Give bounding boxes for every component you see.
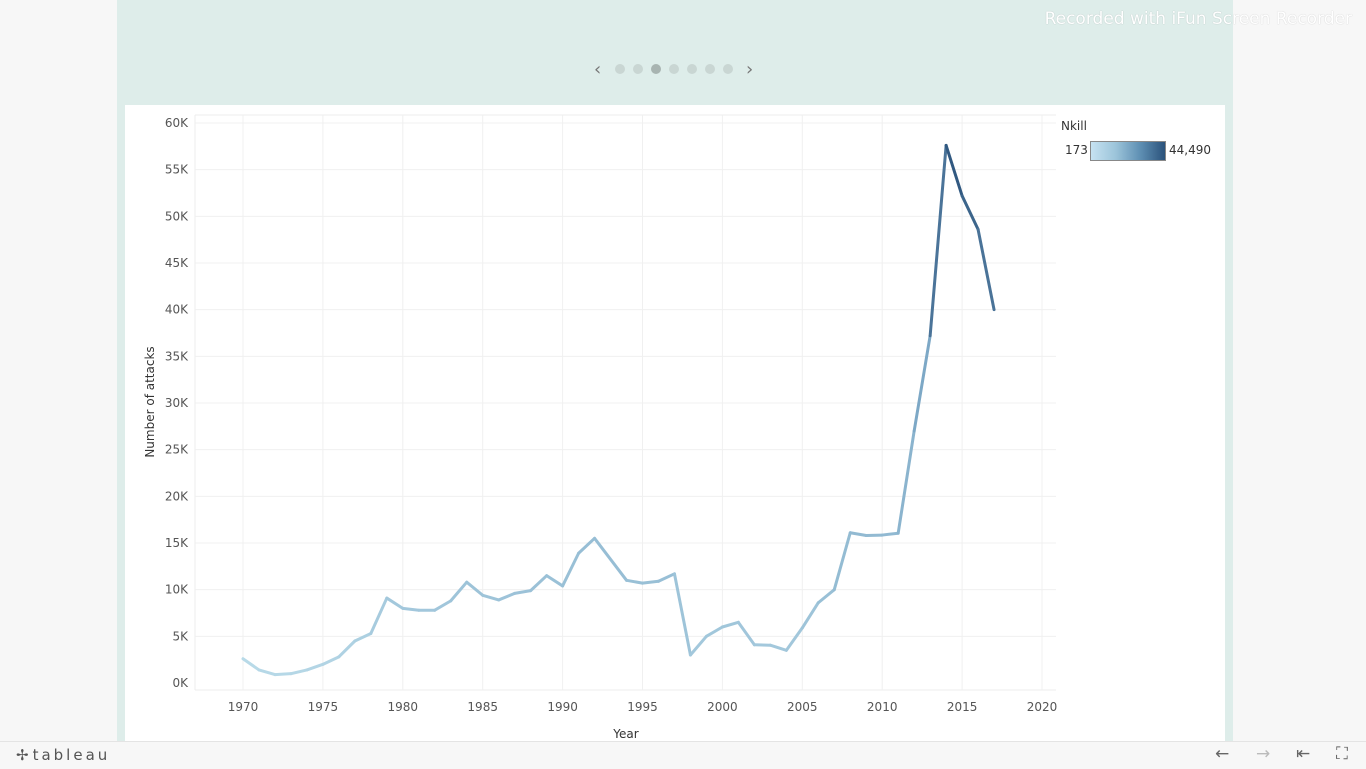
x-tick-label: 1970 <box>228 700 259 714</box>
line-segment[interactable] <box>882 533 898 535</box>
x-tick-label: 2020 <box>1027 700 1058 714</box>
line-segment[interactable] <box>930 145 946 335</box>
line-segment[interactable] <box>706 627 722 636</box>
revert-icon[interactable]: ⇤ <box>1296 744 1310 764</box>
tableau-cross-icon: ✢ <box>16 746 29 764</box>
y-tick-label: 60K <box>165 116 189 130</box>
redo-arrow-icon[interactable]: → <box>1256 744 1270 764</box>
line-segment[interactable] <box>643 581 659 583</box>
attacks-series[interactable] <box>243 145 994 674</box>
line-segment[interactable] <box>595 538 627 580</box>
line-segment[interactable] <box>435 601 451 610</box>
line-segment[interactable] <box>738 622 754 644</box>
x-tick-label: 1990 <box>547 700 578 714</box>
line-segment[interactable] <box>914 336 930 431</box>
line-segment[interactable] <box>243 659 259 670</box>
x-tick-label: 1985 <box>467 700 498 714</box>
line-segment[interactable] <box>323 657 339 664</box>
x-tick-label: 2015 <box>947 700 978 714</box>
x-tick-label: 1975 <box>308 700 339 714</box>
x-tick-label: 1995 <box>627 700 658 714</box>
line-segment[interactable] <box>978 229 994 309</box>
line-segment[interactable] <box>627 580 643 583</box>
legend-min-label: 173 <box>1065 143 1088 157</box>
line-segment[interactable] <box>531 576 547 591</box>
line-segment[interactable] <box>371 598 387 633</box>
line-segment[interactable] <box>674 574 690 655</box>
line-segment[interactable] <box>770 645 786 650</box>
y-tick-label: 45K <box>165 256 189 270</box>
line-segment[interactable] <box>339 641 355 657</box>
line-segment[interactable] <box>818 590 834 603</box>
line-segment[interactable] <box>962 196 978 230</box>
x-tick-label: 2010 <box>867 700 898 714</box>
axes: 0K 5K 10K 15K 20K 25K 30K 35K 40K 45K 50K 55K 60K 197… <box>165 116 1057 714</box>
line-segment[interactable] <box>547 576 563 586</box>
y-axis-label: Number of attacks <box>143 346 157 457</box>
line-segment[interactable] <box>483 595 499 600</box>
x-axis-label: Year <box>612 727 638 741</box>
line-segment[interactable] <box>499 593 515 600</box>
line-segment[interactable] <box>291 670 307 674</box>
tableau-logo[interactable]: ✢tableau <box>16 746 110 764</box>
line-segment[interactable] <box>563 553 579 586</box>
y-tick-label: 30K <box>165 396 189 410</box>
line-segment[interactable] <box>946 145 962 195</box>
line-segment[interactable] <box>722 622 738 627</box>
y-tick-label: 5K <box>172 629 189 643</box>
y-tick-label: 50K <box>165 209 189 223</box>
line-segment[interactable] <box>307 664 323 670</box>
legend-color-ramp <box>1090 141 1166 161</box>
line-segment[interactable] <box>451 582 467 601</box>
line-segment[interactable] <box>898 431 914 533</box>
line-segment[interactable] <box>467 582 483 595</box>
footer-bar: ✢tableau ← → ⇤ ⛶ <box>0 741 1366 769</box>
y-tick-label: 55K <box>165 163 189 177</box>
x-tick-label: 2005 <box>787 700 818 714</box>
line-segment[interactable] <box>259 670 275 675</box>
undo-arrow-icon[interactable]: ← <box>1215 744 1229 764</box>
line-segment[interactable] <box>579 538 595 553</box>
line-segment[interactable] <box>275 674 291 675</box>
fullscreen-icon[interactable]: ⛶ <box>1336 744 1348 764</box>
line-segment[interactable] <box>387 598 403 608</box>
legend-title: Nkill <box>1061 119 1087 133</box>
y-tick-label: 25K <box>165 443 189 457</box>
grid <box>195 115 1056 690</box>
y-tick-label: 15K <box>165 536 189 550</box>
line-segment[interactable] <box>355 634 371 641</box>
x-tick-label: 1980 <box>388 700 419 714</box>
brand-text: tableau <box>33 746 111 764</box>
y-tick-label: 40K <box>165 303 189 317</box>
line-segment[interactable] <box>802 603 818 628</box>
line-segment[interactable] <box>850 533 866 536</box>
line-segment[interactable] <box>690 636 706 655</box>
y-tick-label: 35K <box>165 349 189 363</box>
line-segment[interactable] <box>834 533 850 590</box>
line-segment[interactable] <box>403 608 419 610</box>
line-segment[interactable] <box>658 574 674 581</box>
y-tick-label: 10K <box>165 583 189 597</box>
x-tick-label: 2000 <box>707 700 738 714</box>
line-segment[interactable] <box>786 628 802 650</box>
y-tick-label: 0K <box>172 676 189 690</box>
line-segment[interactable] <box>515 591 531 594</box>
y-tick-label: 20K <box>165 489 189 503</box>
legend-max-label: 44,490 <box>1169 143 1211 157</box>
